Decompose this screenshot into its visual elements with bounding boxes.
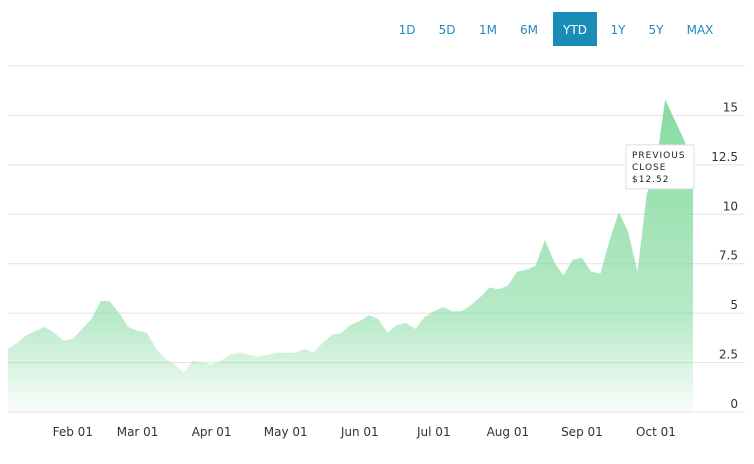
range-button[interactable]: 1D [399,23,416,37]
y-tick-label: 2.5 [719,348,738,362]
tooltip-text: PREVIOUS [632,151,686,161]
x-tick-label: Aug 01 [487,425,530,439]
range-button-active[interactable] [553,12,597,46]
y-tick-label: 15 [723,100,738,114]
x-tick-label: Sep 01 [561,425,603,439]
x-tick-label: Oct 01 [636,425,676,439]
y-tick-label: 0 [730,397,738,411]
tooltip-text: $12.52 [632,175,670,185]
range-button[interactable]: 1Y [611,23,627,37]
range-button[interactable]: 5Y [649,23,665,37]
x-tick-label: Jul 01 [416,425,451,439]
y-tick-label: 12.5 [711,150,738,164]
x-tick-label: Feb 01 [53,425,93,439]
range-button[interactable]: YTD [562,23,587,37]
range-button[interactable]: 6M [520,23,538,37]
x-tick-label: Jun 01 [340,425,379,439]
tooltip-box [625,144,695,190]
y-tick-label: 10 [723,199,738,213]
x-tick-label: Mar 01 [117,425,159,439]
y-tick-label: 7.5 [719,249,738,263]
range-button[interactable]: MAX [687,23,714,37]
price-area [8,99,693,412]
x-tick-label: Apr 01 [192,425,232,439]
tooltip-text: CLOSE [632,163,666,173]
y-tick-label: 5 [730,298,738,312]
x-tick-label: May 01 [264,425,308,439]
range-button[interactable]: 5D [439,23,456,37]
range-button[interactable]: 1M [479,23,497,37]
